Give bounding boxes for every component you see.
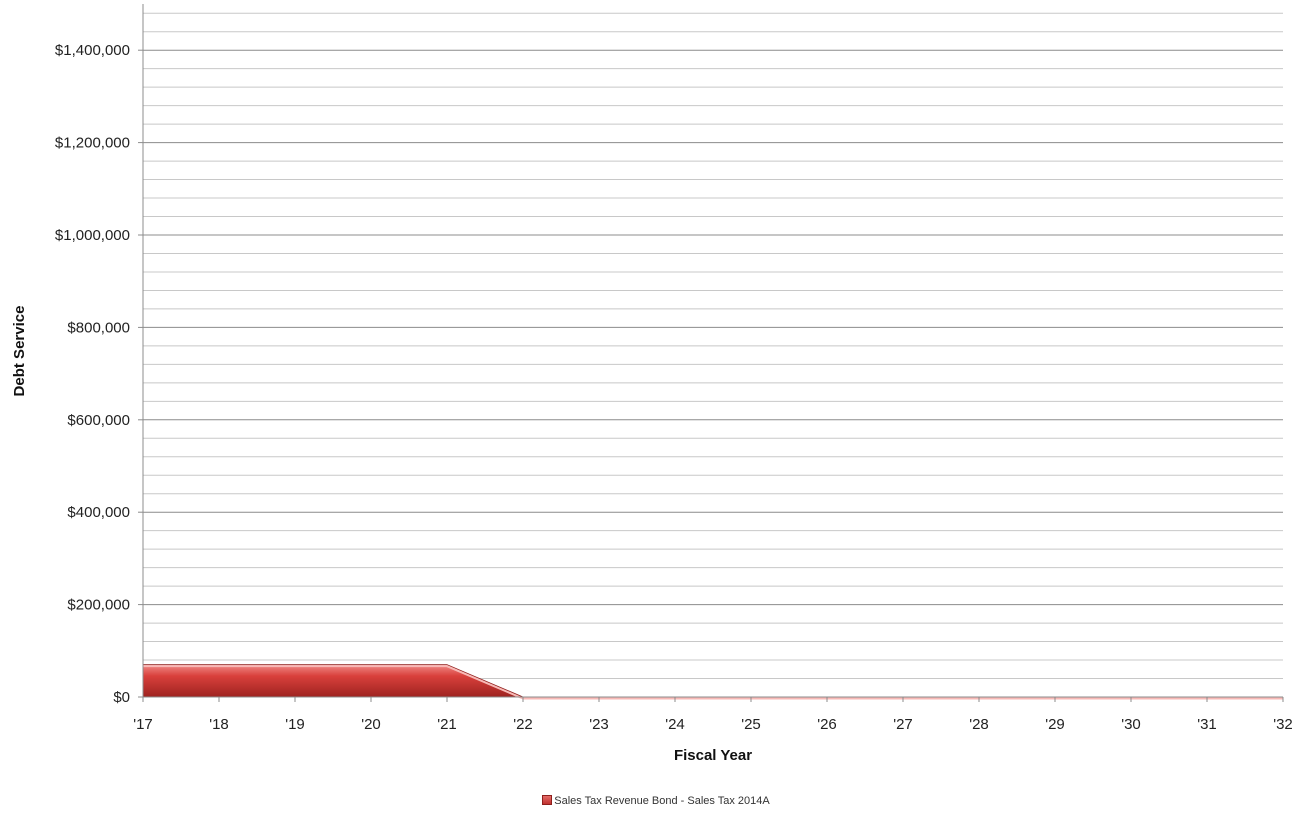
gridlines	[143, 12, 1283, 680]
y-tick-label: $800,000	[67, 319, 130, 336]
x-tick-label: '28	[969, 716, 989, 733]
y-tick-label: $400,000	[67, 504, 130, 521]
legend-label: Sales Tax Revenue Bond - Sales Tax 2014A	[554, 795, 770, 807]
x-tick-label: '19	[285, 716, 305, 733]
x-tick-label: '24	[665, 716, 685, 733]
x-tick-label: '23	[589, 716, 609, 733]
legend: Sales Tax Revenue Bond - Sales Tax 2014A	[0, 795, 1312, 807]
axes	[142, 4, 1283, 698]
y-tick-label: $0	[113, 689, 130, 706]
y-tick-label: $1,200,000	[55, 135, 130, 152]
x-tick-label: '29	[1045, 716, 1065, 733]
y-tick-label: $200,000	[67, 597, 130, 614]
y-tick-label: $1,000,000	[55, 227, 130, 244]
x-axis-title: Fiscal Year	[674, 747, 752, 764]
y-tick-label: $1,400,000	[55, 42, 130, 59]
y-axis-ticks: $0 $200,000 $400,000 $600,000 $800,000 $1,000…	[55, 42, 143, 706]
x-tick-label: '32	[1273, 716, 1293, 733]
x-tick-label: '20	[361, 716, 381, 733]
series-area	[142, 664, 1283, 700]
y-tick-label: $600,000	[67, 412, 130, 429]
x-tick-label: '21	[437, 716, 457, 733]
legend-swatch	[542, 795, 553, 805]
x-tick-label: '30	[1121, 716, 1141, 733]
x-tick-label: '17	[133, 716, 153, 733]
x-tick-label: '31	[1197, 716, 1217, 733]
x-tick-label: '27	[893, 716, 913, 733]
x-tick-label: '18	[209, 716, 229, 733]
x-axis-ticks: '17 '18 '19 '20 '21 '22 '23 '24 '25 '26 '27 '28 '29 '…	[133, 697, 1293, 733]
x-tick-label: '22	[513, 716, 533, 733]
series-area-0	[142, 664, 1283, 698]
series-top-edge-0	[143, 665, 1283, 700]
y-axis-title: Debt Service	[11, 306, 28, 397]
x-tick-label: '25	[741, 716, 761, 733]
x-tick-label: '26	[817, 716, 837, 733]
